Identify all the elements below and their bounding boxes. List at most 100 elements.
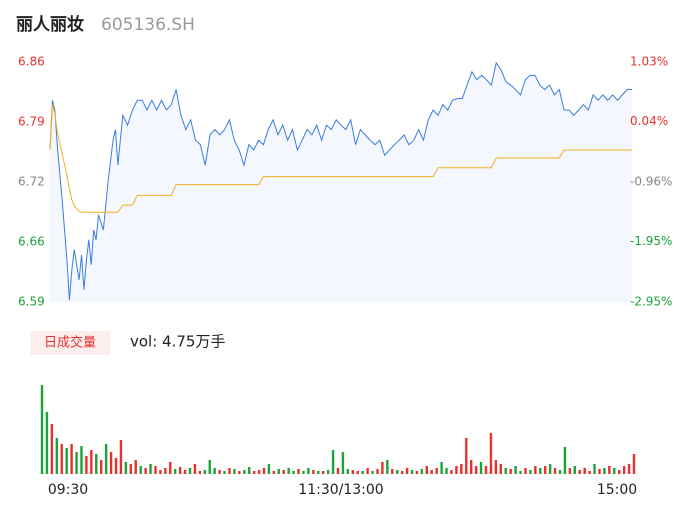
volume-bar bbox=[627, 464, 631, 474]
x-tick-label: 09:30 bbox=[48, 482, 88, 498]
volume-bar bbox=[504, 468, 507, 474]
y2-tick-label: 0.04% bbox=[630, 114, 668, 128]
volume-bar bbox=[558, 470, 562, 474]
volume-bar bbox=[297, 469, 300, 474]
volume-bar bbox=[430, 470, 433, 474]
volume-bar bbox=[396, 470, 399, 474]
volume-bar bbox=[622, 466, 626, 474]
volume-bar bbox=[346, 469, 350, 474]
volume-bar bbox=[391, 469, 394, 474]
y-tick-label: 6.59 bbox=[18, 295, 45, 309]
volume-bar bbox=[257, 470, 261, 474]
volume-bar bbox=[139, 466, 142, 474]
y2-tick-label: -1.95% bbox=[630, 234, 672, 248]
volume-bar bbox=[193, 464, 197, 474]
volume-bar bbox=[183, 470, 187, 474]
volume-bar bbox=[568, 468, 572, 474]
volume-bar bbox=[613, 468, 616, 474]
volume-bar bbox=[169, 462, 172, 474]
volume-bar bbox=[470, 460, 473, 474]
volume-bar bbox=[317, 471, 320, 474]
volume-bar bbox=[548, 464, 552, 474]
volume-bar bbox=[50, 424, 54, 474]
volume-label: vol: 4.75万手 bbox=[130, 333, 225, 351]
volume-bar bbox=[445, 468, 448, 474]
volume-bar bbox=[484, 466, 488, 474]
volume-bar bbox=[129, 464, 132, 474]
volume-bar bbox=[578, 470, 581, 474]
volume-bar bbox=[40, 385, 44, 474]
volume-bar bbox=[85, 456, 88, 474]
volume-bar bbox=[519, 471, 522, 474]
volume-bar bbox=[326, 470, 330, 474]
volume-bar bbox=[322, 471, 325, 474]
volume-bar bbox=[302, 471, 305, 474]
volume-tab[interactable]: 日成交量 bbox=[44, 335, 96, 351]
volume-bar bbox=[277, 469, 280, 474]
volume-bar bbox=[435, 468, 438, 474]
volume-bar bbox=[164, 468, 167, 474]
volume-bar bbox=[144, 468, 147, 474]
volume-bar bbox=[341, 452, 345, 474]
volume-bar bbox=[494, 460, 498, 474]
volume-bar bbox=[386, 460, 389, 474]
y-tick-label: 6.79 bbox=[18, 115, 45, 129]
volume-bar bbox=[60, 444, 63, 474]
volume-bar bbox=[410, 470, 414, 474]
average-line bbox=[49, 104, 632, 213]
volume-bar bbox=[400, 471, 404, 474]
volume-bar bbox=[188, 468, 192, 474]
volume-bar bbox=[80, 446, 83, 474]
volume-bar bbox=[489, 433, 493, 474]
volume-bar bbox=[405, 468, 409, 474]
volume-bar bbox=[460, 464, 463, 474]
volume-bar bbox=[45, 412, 49, 474]
volume-bar bbox=[119, 440, 123, 474]
volume-bar bbox=[243, 470, 246, 474]
volume-bar bbox=[109, 452, 113, 474]
volume-bar bbox=[371, 471, 374, 474]
volume-bar bbox=[361, 471, 364, 474]
volume-bar bbox=[203, 470, 206, 474]
y-tick-label: 6.66 bbox=[18, 235, 45, 249]
volume-bar bbox=[55, 438, 58, 474]
volume-bar bbox=[598, 469, 601, 474]
volume-bar bbox=[90, 450, 93, 474]
volume-bar bbox=[65, 448, 68, 474]
volume-bar bbox=[312, 470, 315, 474]
y2-tick-label: 1.03% bbox=[630, 55, 668, 69]
volume-bar bbox=[544, 466, 547, 474]
volume-bar bbox=[588, 471, 591, 474]
volume-bar bbox=[499, 464, 502, 474]
volume-bar bbox=[114, 458, 118, 474]
volume-bar bbox=[104, 444, 108, 474]
volume-bar bbox=[539, 468, 542, 474]
x-tick-label: 11:30/13:00 bbox=[298, 482, 383, 498]
volume-bar bbox=[351, 470, 354, 474]
volume-bar bbox=[603, 468, 606, 474]
volume-bar bbox=[573, 466, 576, 474]
volume-bar bbox=[233, 469, 236, 474]
volume-bar bbox=[553, 468, 557, 474]
volume-bar bbox=[608, 466, 611, 474]
volume-bar bbox=[534, 466, 537, 474]
volume-bar bbox=[307, 468, 310, 474]
y-tick-label: 6.86 bbox=[18, 55, 45, 69]
volume-bar bbox=[450, 470, 453, 474]
volume-bar bbox=[238, 471, 241, 474]
volume-bar bbox=[252, 471, 256, 474]
volume-bar bbox=[632, 454, 636, 474]
volume-bar bbox=[75, 452, 78, 474]
price-area bbox=[50, 62, 632, 303]
y-tick-label: 6.72 bbox=[18, 175, 45, 189]
volume-bar bbox=[213, 468, 216, 474]
volume-bar bbox=[356, 471, 359, 474]
volume-bar bbox=[124, 462, 128, 474]
volume-bar bbox=[479, 462, 483, 474]
volume-bar bbox=[509, 469, 512, 474]
volume-bar bbox=[366, 468, 369, 474]
volume-bar bbox=[420, 469, 424, 474]
volume-bar bbox=[455, 466, 458, 474]
volume-bar bbox=[208, 460, 211, 474]
